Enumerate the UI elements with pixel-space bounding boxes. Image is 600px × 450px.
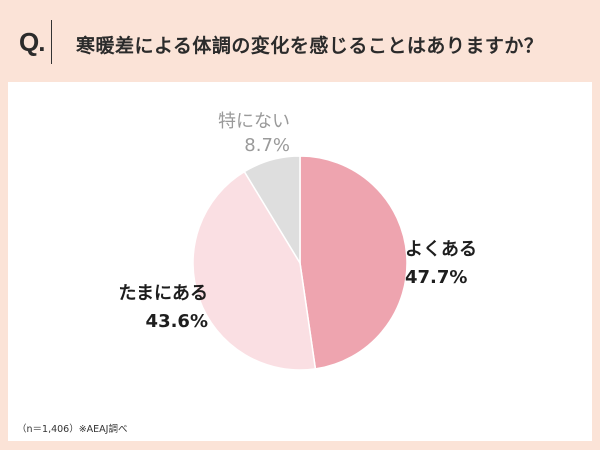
sample-note: （n＝1,406）※AEAJ調べ: [17, 424, 128, 435]
label-sometimes-name: たまにある: [118, 283, 208, 304]
pie-slices: [192, 155, 408, 371]
pie-slice-1: [192, 170, 317, 371]
label-sometimes-value: 43.6%: [145, 311, 208, 332]
question-title: 寒暖差による体調の変化を感じることはありますか？: [76, 35, 544, 57]
label-none: 特にない 8.7%: [200, 111, 290, 157]
question-mark: Q.: [19, 27, 45, 57]
pie-slice-2: [243, 155, 301, 266]
label-often-value: 47.7%: [405, 267, 468, 288]
label-sometimes: たまにある 43.6%: [102, 283, 208, 333]
header-divider: [51, 20, 52, 64]
label-none-name: 特にない: [218, 111, 290, 132]
label-none-value: 8.7%: [244, 135, 290, 156]
pie-slice-0: [299, 155, 408, 370]
label-often: よくある 47.7%: [405, 239, 477, 289]
label-often-name: よくある: [405, 239, 477, 260]
